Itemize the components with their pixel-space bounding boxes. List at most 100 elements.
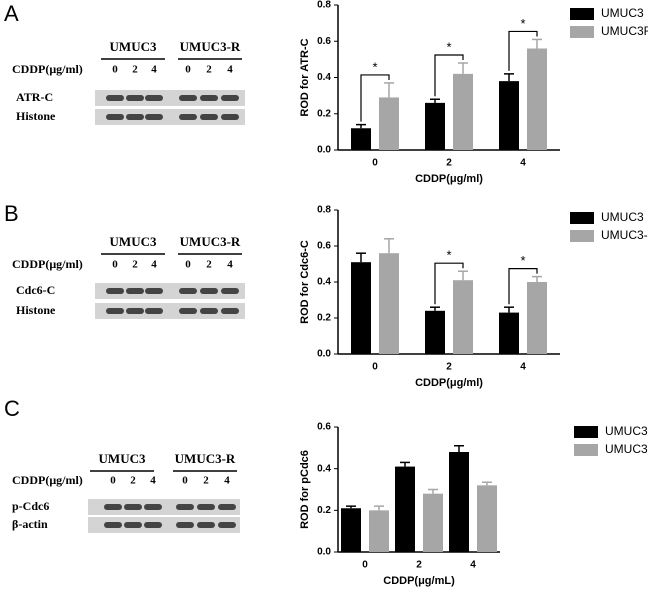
lane-label: 0 [185, 259, 191, 271]
group-label: UMUC3-R [180, 39, 241, 54]
y-tick-label: 0.4 [317, 277, 331, 288]
blot-band [179, 95, 197, 101]
legend-label: UMUC3 [601, 6, 644, 20]
x-tick-label: 0 [372, 158, 378, 169]
y-tick-label: 0.8 [317, 205, 331, 216]
group-label: UMUC3-R [180, 234, 241, 249]
blot-band [144, 522, 162, 528]
blot-band [106, 288, 124, 294]
x-tick-label: 4 [520, 362, 526, 373]
legend-label: UMUC3R [601, 24, 648, 38]
y-tick-label: 0.0 [317, 547, 331, 558]
significance-label: * [446, 39, 451, 54]
blot-band [200, 288, 218, 294]
blot-band [126, 288, 144, 294]
x-tick-label: 4 [470, 560, 476, 571]
bar [453, 73, 473, 150]
bar [379, 253, 399, 354]
blot-band [197, 504, 215, 510]
blot-strip [95, 90, 245, 106]
group-label: UMUC3 [110, 234, 157, 249]
blot-band [144, 504, 162, 510]
blot-band [179, 308, 197, 314]
bar [395, 466, 415, 552]
x-tick-label: 2 [416, 560, 422, 571]
legend-swatch [570, 26, 594, 38]
legend-label: UMUC3-R [601, 228, 648, 242]
lane-label: 4 [224, 475, 230, 487]
lane-label: 2 [132, 259, 138, 271]
row-label: Cdc6-C [16, 283, 55, 297]
bar [499, 312, 519, 354]
group-label: UMUC3-R [175, 451, 236, 466]
blot-band [145, 114, 163, 120]
y-tick-label: 0.6 [317, 422, 331, 433]
x-axis-label: CDDP(μg/ml) [415, 377, 483, 389]
significance-bracket [434, 262, 464, 305]
bar [351, 262, 371, 354]
x-tick-label: 0 [372, 362, 378, 373]
group-label: UMUC3 [110, 39, 157, 54]
significance-bracket [360, 74, 390, 122]
blot-band [126, 95, 144, 101]
y-tick-label: 0.4 [317, 463, 331, 474]
significance-label: * [520, 16, 525, 31]
y-axis-label: ROD for pCdc6 [299, 450, 311, 529]
x-axis-label: CDDP(μg/mL) [383, 575, 455, 587]
blot-band [104, 504, 122, 510]
y-tick-label: 0.0 [317, 145, 331, 156]
row-label: Histone [16, 303, 56, 317]
treatment-label: CDDP(μg/ml) [12, 62, 83, 76]
bar [369, 510, 389, 552]
lane-label: 2 [206, 64, 212, 76]
blot-band [176, 522, 194, 528]
row-label: β-actin [12, 517, 48, 531]
lane-label: 0 [185, 64, 191, 76]
treatment-label: CDDP(μg/ml) [12, 473, 83, 487]
lane-label: 2 [130, 475, 136, 487]
bar [499, 81, 519, 150]
y-axis-label: ROD for Cdc6-C [299, 240, 311, 324]
legend-label: UMUC3 [605, 424, 648, 438]
y-tick-label: 0.6 [317, 241, 331, 252]
blot-strip [88, 499, 240, 515]
blot-band [221, 114, 239, 120]
blot-band [124, 504, 142, 510]
legend-label: UMUC3 [601, 210, 644, 224]
treatment-label: CDDP(μg/ml) [12, 257, 83, 271]
bar [527, 48, 547, 150]
bar [453, 280, 473, 354]
blot-band [218, 522, 236, 528]
lane-label: 4 [151, 259, 157, 271]
bar [423, 493, 443, 552]
blot-band [126, 308, 144, 314]
lane-label: 2 [206, 259, 212, 271]
lane-label: 0 [112, 64, 118, 76]
legend-swatch [574, 444, 598, 456]
y-axis-label: ROD for ATR-C [299, 38, 311, 116]
bar [379, 97, 399, 150]
bar [425, 310, 445, 354]
x-tick-label: 4 [520, 158, 526, 169]
blot-band [126, 114, 144, 120]
lane-label: 4 [227, 64, 233, 76]
bar [477, 485, 497, 552]
group-label: UMUC3 [99, 451, 146, 466]
blot-band [221, 308, 239, 314]
y-tick-label: 0.6 [317, 36, 331, 47]
blot-strip [95, 283, 245, 299]
x-tick-label: 2 [446, 158, 452, 169]
blot-band [200, 114, 218, 120]
blot-band [145, 95, 163, 101]
blot-band [200, 95, 218, 101]
lane-label: 0 [110, 475, 116, 487]
bar [351, 128, 371, 150]
significance-label: * [446, 248, 451, 263]
bar [425, 102, 445, 150]
panel-label: B [4, 201, 19, 226]
row-label: p-Cdc6 [12, 499, 49, 513]
lane-label: 4 [151, 64, 157, 76]
significance-bracket [508, 268, 538, 305]
significance-bracket [508, 30, 538, 71]
